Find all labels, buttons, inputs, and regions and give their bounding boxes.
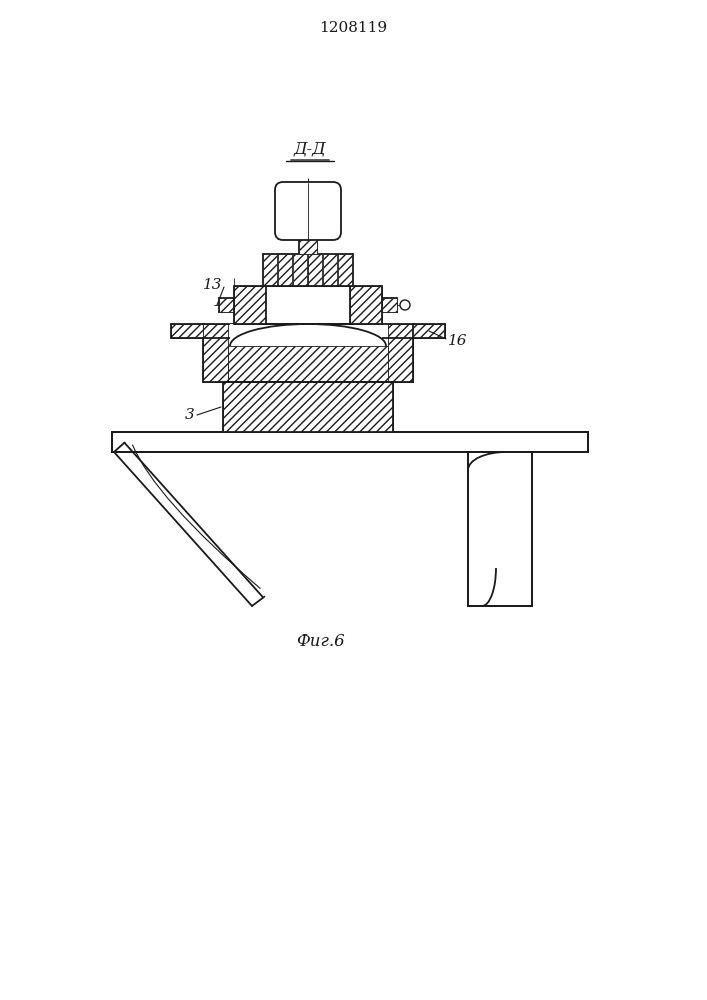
Bar (223, 382, 393, 432)
Bar (468, 452, 532, 606)
Bar (171, 324, 203, 338)
Bar (203, 324, 228, 382)
Bar (230, 324, 382, 346)
Bar (323, 254, 337, 286)
Bar (228, 346, 388, 382)
Bar (308, 254, 322, 286)
Text: 3: 3 (185, 408, 195, 422)
Bar (263, 254, 277, 286)
Circle shape (400, 300, 410, 310)
Bar (266, 286, 350, 324)
Bar (234, 286, 382, 324)
Bar (382, 298, 397, 312)
Text: 13: 13 (202, 278, 222, 292)
Bar (219, 298, 234, 312)
Bar (388, 324, 413, 382)
Bar (338, 254, 352, 286)
Text: Фиг.6: Фиг.6 (296, 634, 344, 650)
Text: 16: 16 (448, 334, 467, 348)
Bar (112, 432, 588, 452)
Bar (293, 254, 307, 286)
Bar (350, 286, 382, 324)
Bar (223, 382, 393, 432)
Bar (413, 324, 445, 338)
Bar (278, 254, 292, 286)
FancyBboxPatch shape (275, 182, 341, 240)
Bar (299, 234, 317, 254)
Text: Д-Д: Д-Д (293, 141, 327, 158)
Bar (234, 286, 266, 324)
Text: 1208119: 1208119 (319, 21, 387, 35)
